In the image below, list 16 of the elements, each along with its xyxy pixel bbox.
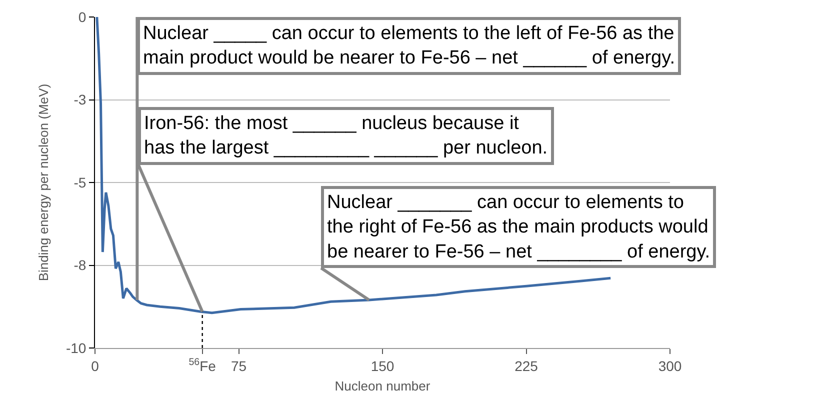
x-tick-label: 0: [91, 358, 100, 374]
y-tick-label: -5: [74, 174, 86, 190]
x-tick-label: $^{56}$Fe: [188, 356, 216, 374]
annotation: Nuclear _______ can occur to elements to the right of Fe-56 as the main products would be nearer to Fe-56 – net ________ of energy.: [327, 192, 710, 262]
x-tick-label: 300: [658, 358, 682, 374]
y-axis-title: Binding energy per nucleon (MeV): [36, 84, 51, 282]
y-tick-label: -10: [66, 340, 86, 356]
x-tick-label: 225: [514, 358, 538, 374]
y-tick-label: 0: [78, 8, 86, 25]
y-tick-label: -3: [74, 92, 86, 108]
annotation: Iron-56: the most ______ nucleus because it has the largest _________ ______ per nucleon.: [144, 113, 548, 159]
x-axis-title: Nucleon number: [334, 378, 431, 394]
x-tick-label: 150: [370, 358, 394, 374]
annotation: Nuclear _____ can occur to elements to the left of Fe-56 as the main product would be nearer to Fe-56 – net ______ of energy.: [143, 23, 675, 69]
y-tick-label: -8: [74, 257, 86, 274]
x-tick-label: 75: [230, 358, 247, 374]
